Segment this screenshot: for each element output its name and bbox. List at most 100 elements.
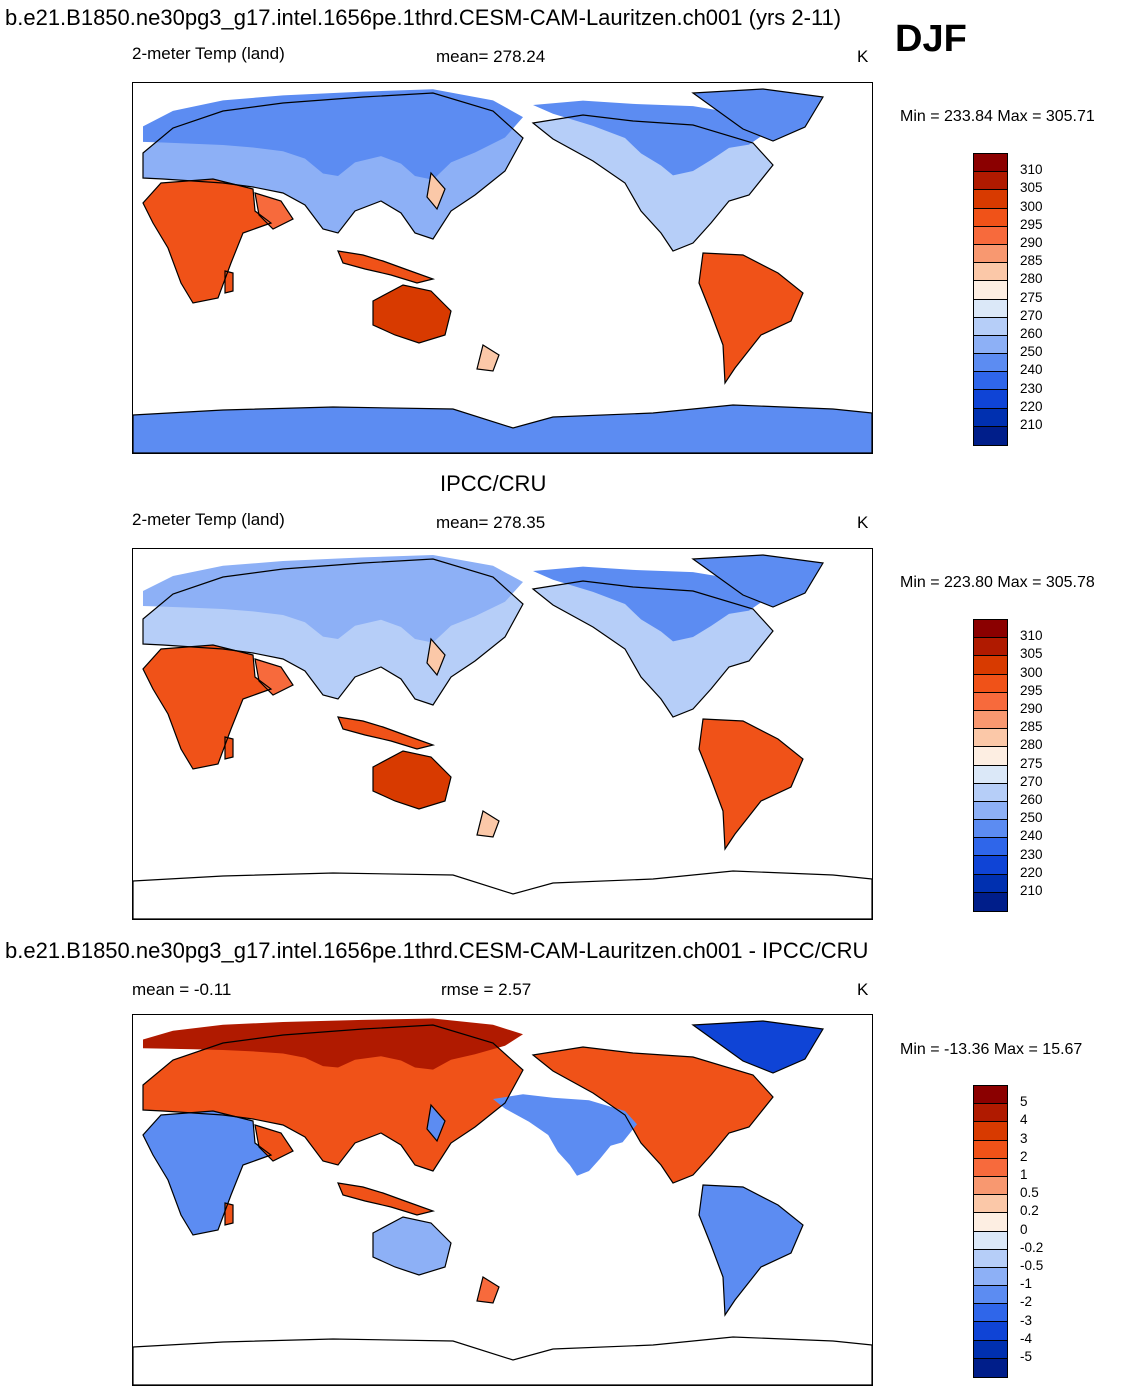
colorbar-tick-label: 230: [1020, 846, 1043, 862]
colorbar-swatch: [974, 390, 1007, 409]
panel2-minmax: Min = 223.80 Max = 305.78: [900, 574, 1095, 591]
panel2-heading: IPCC/CRU: [440, 471, 547, 496]
coastline: [426, 637, 446, 677]
coastline: [531, 114, 774, 252]
colorbar-swatch: [974, 154, 1007, 173]
panel3-mean: mean = -0.11: [132, 980, 232, 999]
land-fill: [338, 251, 433, 283]
colorbar-swatch: [974, 172, 1007, 191]
coastline: [142, 558, 524, 706]
colorbar-swatch: [974, 820, 1007, 839]
coastline: [372, 750, 452, 810]
colorbar-swatch: [974, 1267, 1007, 1287]
land-fill: [373, 751, 451, 809]
panel1-variable: 2-meter Temp (land): [132, 44, 285, 63]
land-fill: [143, 1111, 271, 1235]
colorbar-tick-label: -3: [1020, 1312, 1033, 1328]
panel1-mean: mean= 278.24: [436, 47, 546, 66]
land-fill: [693, 1021, 823, 1073]
colorbar-model: [973, 153, 1008, 446]
land-fill: [143, 89, 523, 180]
colorbar-tick-label: 310: [1020, 162, 1043, 178]
colorbar-swatch: [974, 372, 1007, 391]
colorbar-tick-label: 250: [1020, 810, 1043, 826]
colorbar-swatch: [974, 1358, 1007, 1377]
colorbar-tick-label: 240: [1020, 828, 1043, 844]
land-fill: [225, 1203, 233, 1225]
colorbar-tick-label: 300: [1020, 198, 1043, 214]
coastline: [337, 1182, 436, 1216]
colorbar-tick-label: 310: [1020, 628, 1043, 644]
colorbar-tick-label: -4: [1020, 1330, 1033, 1346]
land-fill: [143, 555, 523, 643]
colorbar-tick-label: 260: [1020, 326, 1043, 341]
colorbar-tick-label: 4: [1020, 1112, 1028, 1128]
colorbar-tick-label: 275: [1020, 755, 1043, 771]
coastline: [691, 88, 824, 142]
colorbar-tick-label: -2: [1020, 1294, 1033, 1310]
colorbar-swatch: [974, 1104, 1007, 1123]
colorbar-tick-label: 285: [1020, 253, 1043, 269]
colorbar-swatch: [974, 244, 1007, 264]
colorbar-swatch: [974, 856, 1007, 875]
colorbar-swatch: [974, 1249, 1007, 1268]
panel3-units: K: [857, 980, 869, 999]
colorbar-swatch: [974, 1176, 1007, 1196]
coastline: [698, 252, 804, 385]
colorbar-swatch: [974, 281, 1007, 300]
colorbar-swatch: [974, 1340, 1007, 1359]
land-fill: [477, 1277, 499, 1303]
colorbar-tick-label: 290: [1020, 235, 1043, 250]
land-fill: [693, 89, 823, 141]
land-fill: [493, 1094, 637, 1176]
colorbar-tick-label: 210: [1020, 883, 1043, 898]
colorbar-tick-label: 280: [1020, 737, 1043, 753]
colorbar-tick-label: -0.2: [1020, 1239, 1044, 1255]
colorbar-tick-label: 5: [1020, 1094, 1028, 1110]
colorbar-obs: [973, 619, 1008, 912]
colorbar-tick-label: 0.5: [1020, 1185, 1039, 1201]
colorbar-tick-label: 0: [1020, 1221, 1028, 1237]
map-obs: [132, 548, 873, 920]
coastline: [476, 1276, 500, 1304]
colorbar-swatch: [974, 620, 1007, 639]
land-fill: [133, 405, 872, 453]
land-fill: [143, 1018, 523, 1070]
coastline: [337, 250, 436, 284]
panel1-minmax: Min = 233.84 Max = 305.71: [900, 108, 1095, 125]
colorbar-tick-label: 240: [1020, 362, 1043, 378]
colorbar-tick-label: 260: [1020, 792, 1043, 807]
coastline: [698, 1184, 804, 1317]
colorbar-tick-label: -5: [1020, 1349, 1033, 1364]
colorbar-swatch: [974, 317, 1007, 336]
colorbar-swatch: [974, 1122, 1007, 1141]
land-fill: [533, 566, 773, 642]
coastline: [142, 1024, 524, 1172]
colorbar-tick-label: 295: [1020, 682, 1043, 698]
colorbar-swatch: [974, 226, 1007, 245]
panel3-heading: b.e21.B1850.ne30pg3_g17.intel.1656pe.1th…: [5, 938, 869, 963]
land-fill: [225, 737, 233, 759]
colorbar-swatch: [974, 1304, 1007, 1323]
colorbar-swatch: [974, 299, 1007, 318]
coastline: [133, 404, 872, 453]
coastline: [337, 716, 436, 750]
colorbar-swatch: [974, 1213, 1007, 1232]
land-fill: [533, 1047, 773, 1183]
coastline: [372, 284, 452, 344]
coastline: [426, 1103, 446, 1143]
panel2-variable: 2-meter Temp (land): [132, 510, 285, 529]
panel2-mean: mean= 278.35: [436, 513, 546, 532]
coastline: [691, 554, 824, 608]
colorbar-tick-label: 3: [1020, 1130, 1028, 1146]
land-fill: [699, 1185, 803, 1315]
land-fill: [373, 1217, 451, 1275]
colorbar-swatch: [974, 208, 1007, 227]
land-fill: [693, 555, 823, 607]
colorbar-swatch: [974, 1286, 1007, 1305]
colorbar-swatch: [974, 838, 1007, 857]
panel1-units: K: [857, 47, 869, 66]
colorbar-swatch: [974, 408, 1007, 427]
colorbar-tick-label: 305: [1020, 646, 1043, 662]
colorbar-swatch: [974, 1195, 1007, 1214]
